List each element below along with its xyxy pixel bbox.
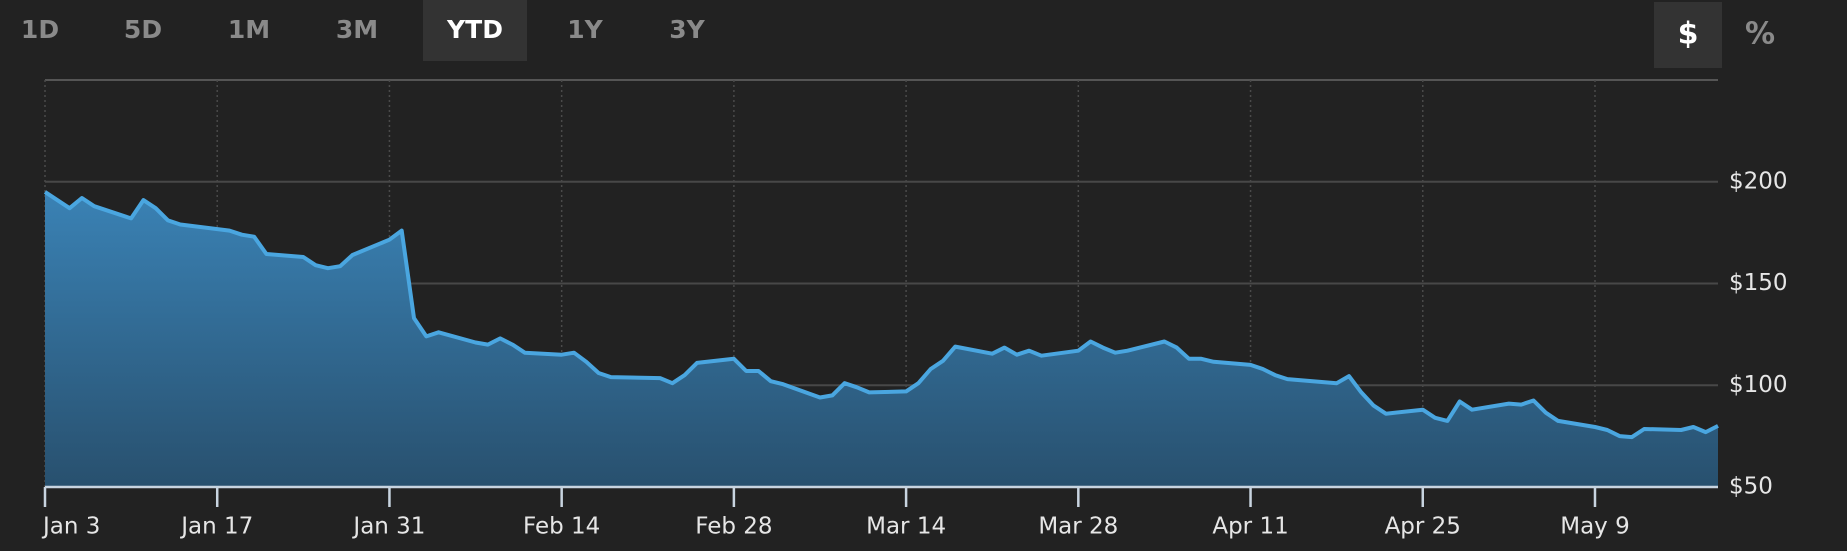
y-tick-label: $50: [1729, 474, 1773, 500]
range-button-active-bg: [423, 0, 527, 61]
x-tick-label: May 9: [1560, 514, 1630, 540]
range-button[interactable]: 3M: [336, 15, 378, 44]
x-tick-label: Apr 11: [1212, 514, 1288, 540]
range-button[interactable]: 1M: [228, 15, 270, 44]
x-tick-label: Mar 14: [866, 514, 946, 540]
x-tick-label: Apr 25: [1385, 514, 1461, 540]
price-line: [43, 190, 1719, 440]
range-button[interactable]: 1D: [21, 15, 59, 44]
y-tick-label: $100: [1729, 372, 1788, 398]
range-button[interactable]: 5D: [124, 15, 162, 44]
range-button[interactable]: 1Y: [567, 15, 603, 44]
area-fill: [45, 191, 1718, 487]
unit-button[interactable]: $: [1678, 17, 1699, 52]
y-tick-label: $150: [1729, 270, 1788, 296]
x-tick-label: Jan 3: [41, 514, 100, 540]
unit-button[interactable]: %: [1745, 17, 1775, 52]
x-tick-label: Feb 14: [523, 514, 600, 540]
range-button[interactable]: YTD: [446, 15, 503, 44]
x-tick-label: Jan 31: [351, 514, 425, 540]
x-tick-label: Mar 28: [1038, 514, 1118, 540]
x-tick-label: Feb 28: [695, 514, 772, 540]
x-tick-label: Jan 17: [179, 514, 253, 540]
y-tick-label: $200: [1729, 168, 1788, 194]
range-button[interactable]: 3Y: [669, 15, 705, 44]
unit-button-active-bg: [1654, 2, 1722, 68]
